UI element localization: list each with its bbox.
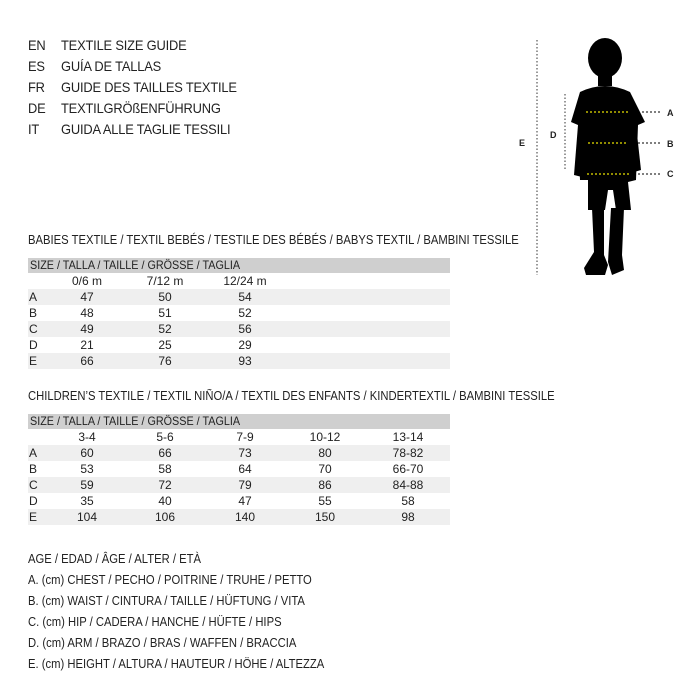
row-label: E [29, 354, 38, 368]
column-header: 7/12 m [146, 274, 184, 288]
language-code: FR [28, 79, 45, 95]
row-label: B [29, 462, 38, 476]
column-header: 13-14 [392, 430, 424, 444]
label-e: E [519, 138, 525, 148]
table-cell: 58 [158, 462, 172, 476]
table-cell: 60 [80, 446, 94, 460]
column-header: 5-6 [156, 430, 174, 444]
table-cell: 86 [318, 478, 332, 492]
table-cell: 66 [158, 446, 172, 460]
label-b: B [667, 139, 674, 149]
table-cell: 51 [158, 306, 172, 320]
table-cell: 47 [80, 290, 94, 304]
column-header: 12/24 m [223, 274, 267, 288]
table-row: E 66 76 93 [28, 353, 450, 369]
table-cell: 70 [318, 462, 332, 476]
table-cell: 106 [154, 510, 176, 524]
column-header: 10-12 [309, 430, 341, 444]
row-label: D [29, 338, 38, 352]
table-cell: 93 [238, 354, 252, 368]
table-row: E 104 106 140 150 98 [28, 509, 450, 525]
legend-line: A. (cm) CHEST / PECHO / POITRINE / TRUHE… [28, 573, 312, 587]
table-cell: 140 [234, 510, 256, 524]
language-code: EN [28, 37, 46, 53]
legend-line: D. (cm) ARM / BRAZO / BRAS / WAFFEN / BR… [28, 636, 297, 650]
table-cell: 48 [80, 306, 94, 320]
child-silhouette-figure: A B C D E [519, 38, 674, 275]
table-cell: 98 [401, 510, 415, 524]
label-d: D [550, 130, 557, 140]
table-cell: 150 [314, 510, 336, 524]
table-cell: 35 [80, 494, 94, 508]
table-cell: 66 [80, 354, 94, 368]
table-cell: 66-70 [392, 462, 424, 476]
language-code: IT [28, 121, 40, 137]
table-row: D 21 25 29 [28, 337, 450, 353]
table-cell: 80 [318, 446, 332, 460]
language-title: TEXTILE SIZE GUIDE [61, 37, 187, 53]
table-cell: 56 [238, 322, 252, 336]
language-title: GUÍA DE TALLAS [61, 58, 162, 74]
table-cell: 58 [401, 494, 415, 508]
size-header: SIZE / TALLA / TAILLE / GRÖSSE / TAGLIA [28, 258, 450, 273]
table-cell: 25 [158, 338, 172, 352]
babies-size-table: SIZE / TALLA / TAILLE / GRÖSSE / TAGLIA 0… [28, 258, 450, 369]
table-cell: 52 [238, 306, 252, 320]
label-a: A [667, 108, 674, 118]
table-cell: 72 [158, 478, 172, 492]
table-cell: 52 [158, 322, 172, 336]
children-heading: CHILDREN’S TEXTILE / TEXTIL NIÑO/A / TEX… [28, 389, 555, 403]
table-cell: 79 [238, 478, 252, 492]
table-row: B 48 51 52 [28, 305, 450, 321]
table-row: B 53 58 64 70 66-70 [28, 461, 450, 477]
language-title: GUIDA ALLE TAGLIE TESSILI [61, 121, 231, 137]
legend-line: E. (cm) HEIGHT / ALTURA / HAUTEUR / HÖHE… [28, 657, 325, 671]
table-cell: 84-88 [392, 478, 424, 492]
row-label: A [29, 290, 38, 304]
table-cell: 47 [238, 494, 252, 508]
table-row: C 49 52 56 [28, 321, 450, 337]
row-label: B [29, 306, 38, 320]
column-header-row: 0/6 m 7/12 m 12/24 m [28, 273, 450, 289]
language-title: GUIDE DES TAILLES TEXTILE [61, 79, 237, 95]
legend-line: C. (cm) HIP / CADERA / HANCHE / HÜFTE / … [28, 615, 282, 629]
table-cell: 64 [238, 462, 252, 476]
column-header: 7-9 [236, 430, 254, 444]
table-row: A 60 66 73 80 78-82 [28, 445, 450, 461]
table-cell: 73 [238, 446, 252, 460]
table-row: C 59 72 79 86 84-88 [28, 477, 450, 493]
language-code: DE [28, 100, 46, 116]
table-cell: 54 [238, 290, 252, 304]
row-label: A [29, 446, 38, 460]
row-label: C [29, 322, 38, 336]
table-cell: 49 [80, 322, 94, 336]
column-header: 0/6 m [71, 274, 103, 288]
column-header: 3-4 [78, 430, 96, 444]
table-cell: 78-82 [392, 446, 424, 460]
table-cell: 53 [80, 462, 94, 476]
label-c: C [667, 169, 674, 179]
table-cell: 76 [158, 354, 172, 368]
table-cell: 21 [80, 338, 94, 352]
table-row: A 47 50 54 [28, 289, 450, 305]
table-cell: 55 [318, 494, 332, 508]
child-silhouette [571, 38, 645, 275]
legend-line: AGE / EDAD / ÂGE / ALTER / ETÀ [28, 552, 201, 566]
row-label: C [29, 478, 38, 492]
row-label: E [29, 510, 38, 524]
table-cell: 59 [80, 478, 94, 492]
row-label: D [29, 494, 38, 508]
table-cell: 40 [158, 494, 172, 508]
table-cell: 29 [238, 338, 252, 352]
size-header: SIZE / TALLA / TAILLE / GRÖSSE / TAGLIA [28, 414, 450, 429]
column-header-row: 3-4 5-6 7-9 10-12 13-14 [28, 429, 450, 445]
legend-line: B. (cm) WAIST / CINTURA / TAILLE / HÜFTU… [28, 594, 305, 608]
table-cell: 50 [158, 290, 172, 304]
language-code: ES [28, 58, 45, 74]
language-title: TEXTILGRÖßENFÜHRUNG [61, 100, 221, 116]
table-row: D 35 40 47 55 58 [28, 493, 450, 509]
table-cell: 104 [76, 510, 98, 524]
babies-heading: BABIES TEXTILE / TEXTIL BEBÉS / TESTILE … [28, 233, 519, 247]
children-size-table: SIZE / TALLA / TAILLE / GRÖSSE / TAGLIA 3… [28, 414, 450, 525]
